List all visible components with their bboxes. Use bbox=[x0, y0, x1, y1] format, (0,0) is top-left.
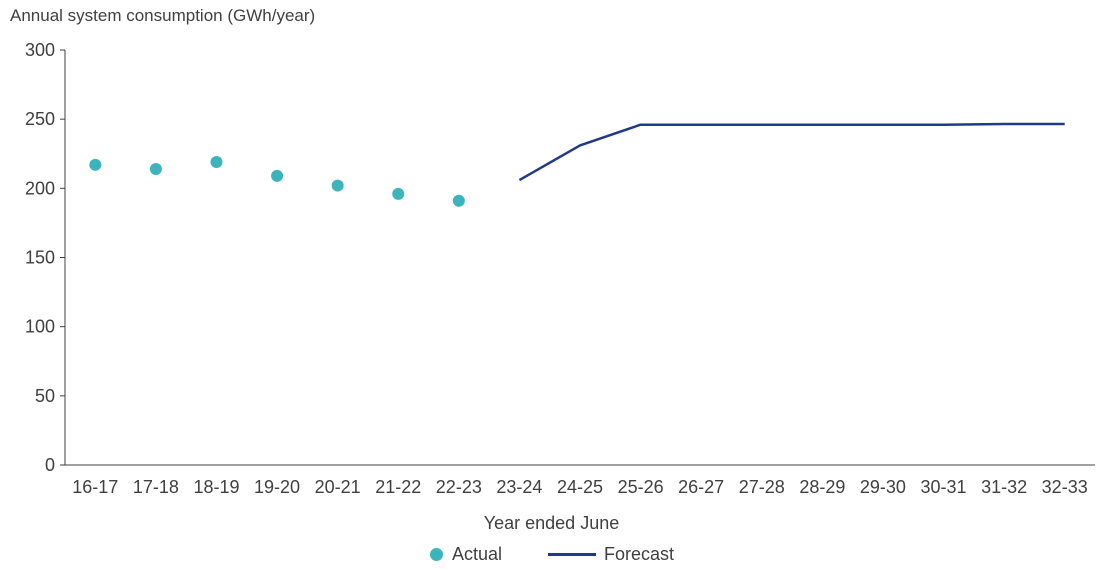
x-tick-label: 17-18 bbox=[133, 477, 179, 497]
y-tick-label: 100 bbox=[25, 317, 55, 337]
x-tick-label: 21-22 bbox=[375, 477, 421, 497]
actual-point bbox=[210, 156, 223, 169]
y-axis-title: Annual system consumption (GWh/year) bbox=[10, 6, 316, 25]
x-tick-label: 20-21 bbox=[315, 477, 361, 497]
legend-actual-label: Actual bbox=[452, 544, 503, 564]
x-tick-label: 27-28 bbox=[739, 477, 785, 497]
x-tick-label: 31-32 bbox=[981, 477, 1027, 497]
x-axis-title: Year ended June bbox=[483, 513, 620, 533]
x-tick-label: 26-27 bbox=[678, 477, 724, 497]
x-tick-label: 24-25 bbox=[557, 477, 603, 497]
x-tick-label: 23-24 bbox=[496, 477, 542, 497]
legend-actual-marker bbox=[430, 548, 443, 561]
legend-forecast-line bbox=[548, 553, 597, 556]
x-axis: 16-17 17-18 18-19 19-20 20-21 21-22 22-23 23-24… bbox=[65, 464, 1095, 497]
actual-point bbox=[452, 194, 465, 207]
actual-point bbox=[392, 187, 405, 200]
x-tick-label: 18-19 bbox=[193, 477, 239, 497]
x-tick-label: 16-17 bbox=[72, 477, 118, 497]
x-tick-label: 29-30 bbox=[860, 477, 906, 497]
y-axis: 0 50 100 150 200 250 300 bbox=[25, 40, 66, 475]
x-tick-label: 19-20 bbox=[254, 477, 300, 497]
actual-point bbox=[89, 158, 102, 171]
x-tick-label: 30-31 bbox=[921, 477, 967, 497]
legend: Actual Forecast bbox=[430, 544, 674, 565]
x-tick-label: 22-23 bbox=[436, 477, 482, 497]
y-tick-label: 250 bbox=[25, 109, 55, 129]
y-tick-label: 0 bbox=[45, 455, 55, 475]
legend-forecast-label: Forecast bbox=[604, 544, 675, 564]
actual-point bbox=[271, 169, 284, 182]
actual-point bbox=[149, 162, 162, 175]
x-tick-label: 28-29 bbox=[799, 477, 845, 497]
y-tick-label: 200 bbox=[25, 178, 55, 198]
y-tick-label: 300 bbox=[25, 40, 55, 60]
plot-area bbox=[89, 122, 1065, 207]
forecast-line bbox=[518, 122, 1065, 182]
x-tick-label: 32-33 bbox=[1042, 477, 1088, 497]
y-tick-label: 150 bbox=[25, 248, 55, 268]
actual-point bbox=[331, 179, 344, 192]
y-tick-label: 50 bbox=[35, 386, 55, 406]
x-tick-label: 25-26 bbox=[618, 477, 664, 497]
